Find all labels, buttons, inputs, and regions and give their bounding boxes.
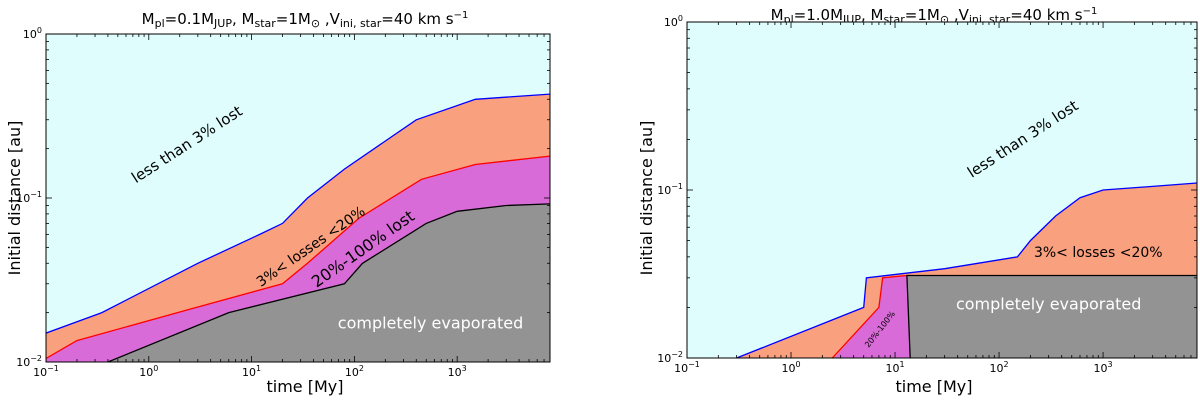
boundary-right-3-percent bbox=[736, 182, 1197, 358]
x-tick-label-right: 10−1 bbox=[674, 360, 700, 375]
y-tick-label-left: 100 bbox=[23, 26, 42, 41]
x-tick-label-right: 103 bbox=[1094, 360, 1113, 375]
chart-right: Mpl=1.0MJUP, Mstar=1M⊙ ,Vini, star=40 km… bbox=[637, 6, 1198, 396]
y-tick-label-right: 10−1 bbox=[657, 182, 683, 197]
boundary-right-20-percent bbox=[831, 274, 907, 358]
x-tick-label-right: 102 bbox=[990, 360, 1009, 375]
chart-right-ylabel: Initial distance [au] bbox=[637, 121, 656, 276]
x-tick-label-right: 101 bbox=[885, 360, 904, 375]
x-tick-label-left: 103 bbox=[448, 364, 467, 379]
region-right-evaporated bbox=[906, 275, 1197, 358]
chart-left-ylabel: Initial distance [au] bbox=[5, 121, 24, 276]
region-right-20-100 bbox=[834, 275, 911, 358]
chart-left: Mpl=0.1MJUP, Mstar=1M⊙ ,Vini, star=40 km… bbox=[5, 10, 551, 396]
chart-right-xlabel: time [My] bbox=[896, 377, 973, 396]
boundary-right-evaporated bbox=[906, 274, 1197, 358]
x-tick-label-left: 10−1 bbox=[33, 364, 59, 379]
x-tick-label-left: 102 bbox=[345, 364, 364, 379]
y-tick-label-right: 100 bbox=[664, 14, 683, 29]
region-label-left-3: completely evaporated bbox=[338, 314, 523, 333]
chart-left-title: Mpl=0.1MJUP, Mstar=1M⊙ ,Vini, star=40 km… bbox=[142, 10, 469, 30]
boundary-left-20-percent bbox=[46, 155, 550, 360]
boundary-left-evaporated bbox=[107, 203, 550, 362]
x-tick-label-right: 100 bbox=[781, 360, 800, 375]
chart-left-xlabel: time [My] bbox=[267, 377, 344, 396]
region-label-right-1: 3%< losses <20% bbox=[1034, 245, 1163, 261]
region-label-right-3: completely evaporated bbox=[956, 294, 1141, 313]
x-tick-label-left: 101 bbox=[242, 364, 261, 379]
boundary-left-3-percent bbox=[46, 93, 550, 334]
x-tick-label-left: 100 bbox=[139, 364, 158, 379]
region-left-evaporated bbox=[107, 203, 550, 362]
